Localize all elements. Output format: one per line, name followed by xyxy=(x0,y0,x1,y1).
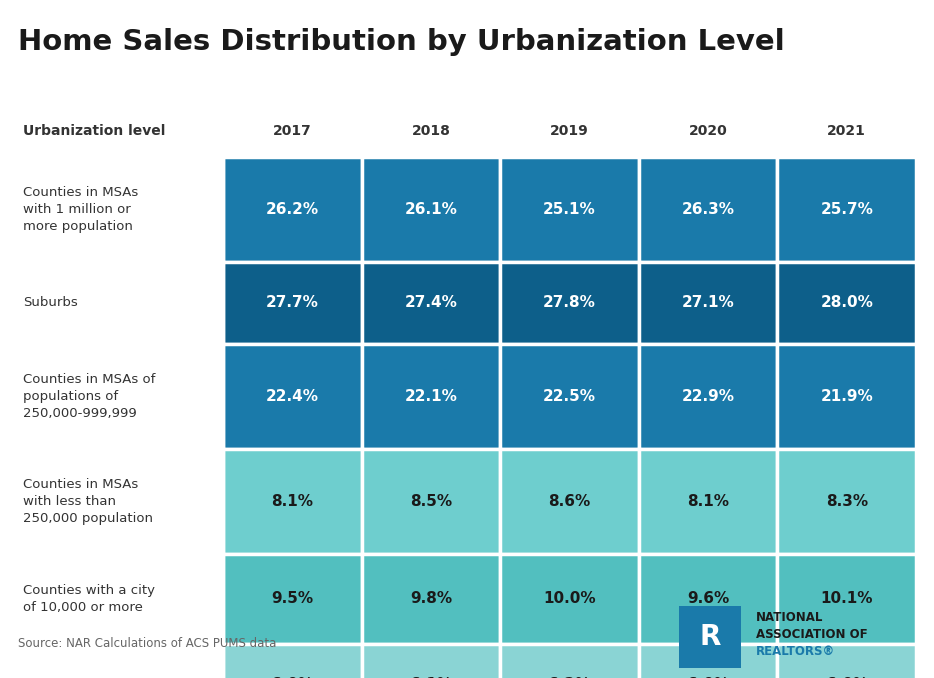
Text: 22.4%: 22.4% xyxy=(266,389,318,404)
Text: 28.0%: 28.0% xyxy=(820,296,873,311)
Bar xyxy=(223,554,361,644)
Text: Counties in MSAs of
populations of
250,000-999,999: Counties in MSAs of populations of 250,0… xyxy=(23,373,155,420)
Bar xyxy=(18,262,223,344)
Text: 26.1%: 26.1% xyxy=(404,202,458,217)
Bar xyxy=(639,344,777,449)
Bar xyxy=(223,644,361,678)
Text: 26.3%: 26.3% xyxy=(682,202,735,217)
Text: NATIONAL: NATIONAL xyxy=(756,611,824,624)
Bar xyxy=(777,262,916,344)
Bar xyxy=(501,344,639,449)
Text: Counties with a city
of 10,000 or more: Counties with a city of 10,000 or more xyxy=(23,584,155,614)
Text: 10.1%: 10.1% xyxy=(820,591,873,607)
Bar xyxy=(223,262,361,344)
Bar xyxy=(361,262,501,344)
Bar xyxy=(361,157,501,262)
Text: 2021: 2021 xyxy=(828,124,866,138)
Bar xyxy=(18,644,223,678)
Text: 8.1%: 8.1% xyxy=(687,494,729,509)
Bar xyxy=(361,554,501,644)
Bar xyxy=(639,262,777,344)
Bar xyxy=(777,157,916,262)
Bar xyxy=(223,344,361,449)
Text: 2018: 2018 xyxy=(412,124,450,138)
Text: 8.6%: 8.6% xyxy=(548,494,590,509)
Text: 9.5%: 9.5% xyxy=(271,591,314,607)
Bar xyxy=(18,344,223,449)
Bar xyxy=(639,554,777,644)
Bar xyxy=(501,554,639,644)
Text: 9.8%: 9.8% xyxy=(410,591,452,607)
Bar xyxy=(777,554,916,644)
Text: 2020: 2020 xyxy=(688,124,728,138)
Text: 27.8%: 27.8% xyxy=(543,296,596,311)
Text: 27.7%: 27.7% xyxy=(266,296,318,311)
Text: REALTORS®: REALTORS® xyxy=(756,645,835,658)
Text: 8.1%: 8.1% xyxy=(271,494,313,509)
Bar xyxy=(18,554,223,644)
Text: 25.7%: 25.7% xyxy=(820,202,873,217)
Bar xyxy=(501,262,639,344)
Text: 2017: 2017 xyxy=(273,124,312,138)
Text: Home Sales Distribution by Urbanization Level: Home Sales Distribution by Urbanization … xyxy=(18,28,785,56)
Bar xyxy=(639,157,777,262)
Bar xyxy=(361,344,501,449)
Text: 21.9%: 21.9% xyxy=(820,389,873,404)
Bar xyxy=(639,449,777,554)
Text: 22.9%: 22.9% xyxy=(682,389,735,404)
Text: R: R xyxy=(700,623,721,651)
Bar xyxy=(639,644,777,678)
Bar xyxy=(501,449,639,554)
Bar xyxy=(501,157,639,262)
Text: Source: NAR Calculations of ACS PUMS data: Source: NAR Calculations of ACS PUMS dat… xyxy=(18,637,276,650)
Text: 27.4%: 27.4% xyxy=(404,296,458,311)
Bar xyxy=(777,644,916,678)
Bar xyxy=(679,606,741,668)
Text: 27.1%: 27.1% xyxy=(682,296,734,311)
Text: Counties in MSAs
with 1 million or
more population: Counties in MSAs with 1 million or more … xyxy=(23,186,138,233)
Bar xyxy=(361,449,501,554)
Text: Counties in MSAs
with less than
250,000 population: Counties in MSAs with less than 250,000 … xyxy=(23,478,153,525)
Bar xyxy=(223,449,361,554)
Text: 10.0%: 10.0% xyxy=(544,591,596,607)
Bar xyxy=(18,449,223,554)
Text: 8.5%: 8.5% xyxy=(410,494,452,509)
Bar xyxy=(777,449,916,554)
Text: 8.3%: 8.3% xyxy=(826,494,868,509)
Bar xyxy=(18,157,223,262)
Text: 2019: 2019 xyxy=(550,124,588,138)
Text: ASSOCIATION OF: ASSOCIATION OF xyxy=(756,628,868,641)
Bar xyxy=(361,644,501,678)
Text: 25.1%: 25.1% xyxy=(544,202,596,217)
Text: 9.6%: 9.6% xyxy=(687,591,729,607)
Text: 22.1%: 22.1% xyxy=(404,389,458,404)
Bar xyxy=(223,157,361,262)
Bar xyxy=(501,644,639,678)
Text: Urbanization level: Urbanization level xyxy=(23,124,165,138)
Text: 22.5%: 22.5% xyxy=(543,389,596,404)
Text: Suburbs: Suburbs xyxy=(23,296,78,309)
Bar xyxy=(777,344,916,449)
Text: 26.2%: 26.2% xyxy=(266,202,318,217)
